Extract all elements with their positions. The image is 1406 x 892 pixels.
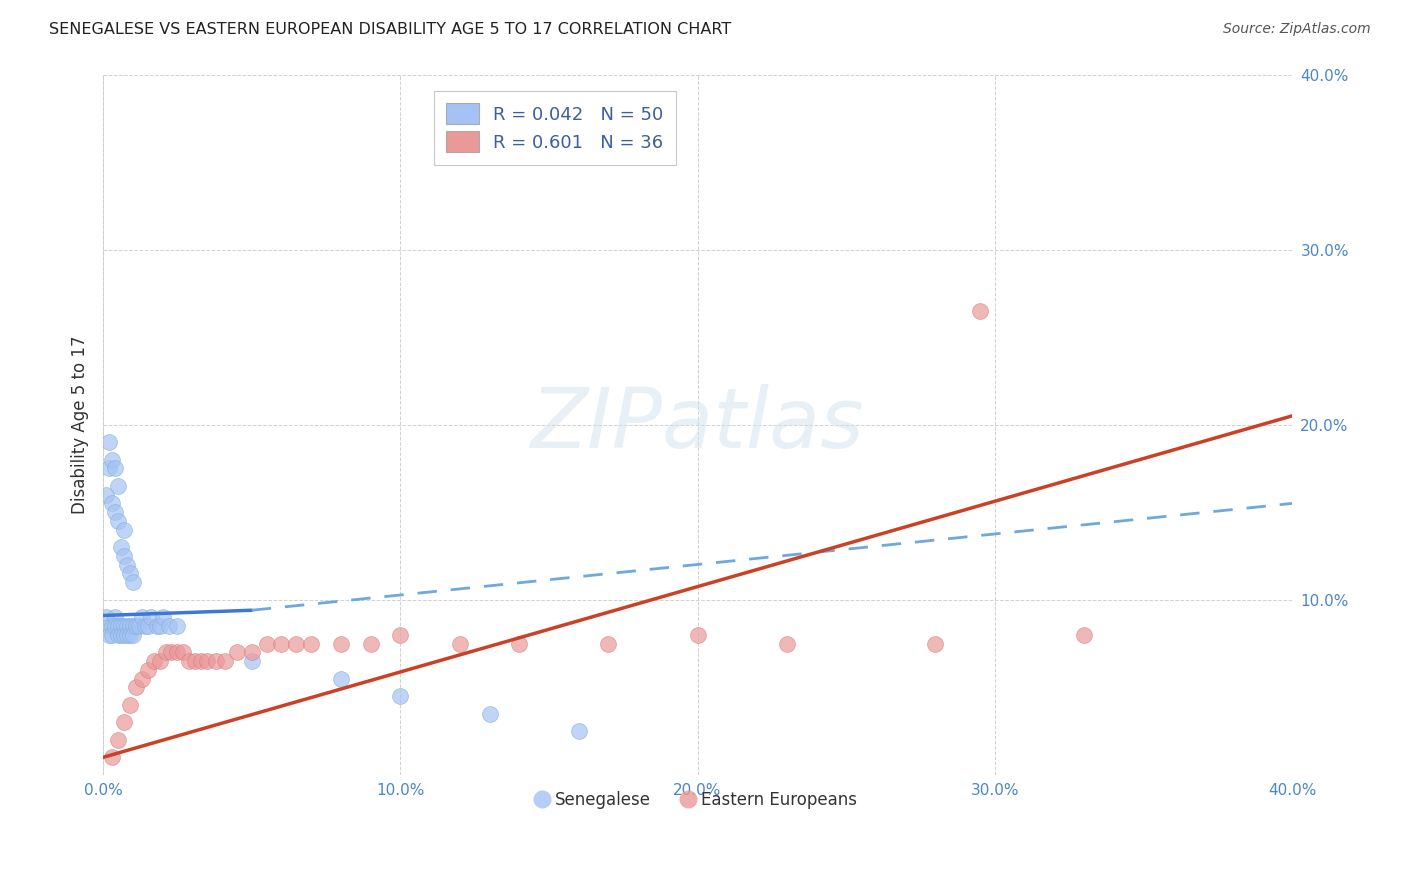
Point [568, 724, 591, 739]
Point [112, 715, 135, 730]
Point [179, 654, 201, 668]
Point [686, 628, 709, 642]
Point [121, 619, 143, 633]
Point [98, 435, 121, 450]
Point [101, 452, 124, 467]
Point [128, 619, 150, 633]
Point [270, 636, 292, 650]
Point [110, 540, 132, 554]
Point [104, 619, 127, 633]
Point [107, 514, 129, 528]
Point [94, 488, 117, 502]
Point [110, 619, 132, 633]
Point [134, 619, 156, 633]
Point [205, 654, 228, 668]
Point [256, 636, 278, 650]
Point [101, 628, 124, 642]
Point [240, 645, 263, 659]
Text: SENEGALESE VS EASTERN EUROPEAN DISABILITY AGE 5 TO 17 CORRELATION CHART: SENEGALESE VS EASTERN EUROPEAN DISABILIT… [49, 22, 731, 37]
Point [104, 610, 127, 624]
Point [104, 505, 127, 519]
Point [240, 654, 263, 668]
Point [924, 636, 946, 650]
Point [118, 566, 141, 581]
Point [107, 628, 129, 642]
Point [389, 689, 412, 703]
Point [115, 628, 138, 642]
Point [94, 610, 117, 624]
Text: Source: ZipAtlas.com: Source: ZipAtlas.com [1223, 22, 1371, 37]
Point [112, 523, 135, 537]
Point [285, 636, 308, 650]
Point [125, 619, 148, 633]
Point [225, 645, 247, 659]
Point [121, 628, 143, 642]
Point [508, 636, 530, 650]
Point [115, 558, 138, 572]
Point [195, 654, 218, 668]
Point [360, 636, 382, 650]
Point [969, 304, 991, 318]
Point [125, 680, 148, 694]
Point [449, 636, 471, 650]
Point [329, 672, 352, 686]
Point [155, 645, 177, 659]
Point [157, 619, 180, 633]
Point [598, 636, 620, 650]
Point [478, 706, 501, 721]
Point [152, 610, 174, 624]
Legend: Senegalese, Eastern Europeans: Senegalese, Eastern Europeans [531, 784, 863, 815]
Point [776, 636, 799, 650]
Point [112, 619, 135, 633]
Point [98, 461, 121, 475]
Point [104, 461, 127, 475]
Point [112, 628, 135, 642]
Point [107, 732, 129, 747]
Point [389, 628, 412, 642]
Point [1073, 628, 1095, 642]
Point [101, 750, 124, 764]
Point [166, 619, 188, 633]
Point [172, 645, 194, 659]
Y-axis label: Disability Age 5 to 17: Disability Age 5 to 17 [72, 335, 89, 514]
Point [131, 610, 153, 624]
Point [131, 672, 153, 686]
Point [329, 636, 352, 650]
Point [136, 663, 159, 677]
Point [101, 619, 124, 633]
Point [149, 654, 172, 668]
Point [121, 575, 143, 590]
Point [112, 549, 135, 563]
Point [115, 619, 138, 633]
Point [118, 698, 141, 712]
Point [136, 619, 159, 633]
Point [149, 619, 172, 633]
Point [214, 654, 236, 668]
Point [98, 619, 121, 633]
Point [166, 645, 188, 659]
Point [160, 645, 183, 659]
Point [98, 628, 121, 642]
Point [299, 636, 322, 650]
Point [190, 654, 212, 668]
Point [118, 628, 141, 642]
Point [139, 610, 162, 624]
Text: ZIPatlas: ZIPatlas [530, 384, 865, 465]
Point [101, 496, 124, 510]
Point [118, 619, 141, 633]
Point [184, 654, 207, 668]
Point [107, 479, 129, 493]
Point [145, 619, 167, 633]
Point [110, 628, 132, 642]
Point [142, 654, 165, 668]
Point [107, 619, 129, 633]
